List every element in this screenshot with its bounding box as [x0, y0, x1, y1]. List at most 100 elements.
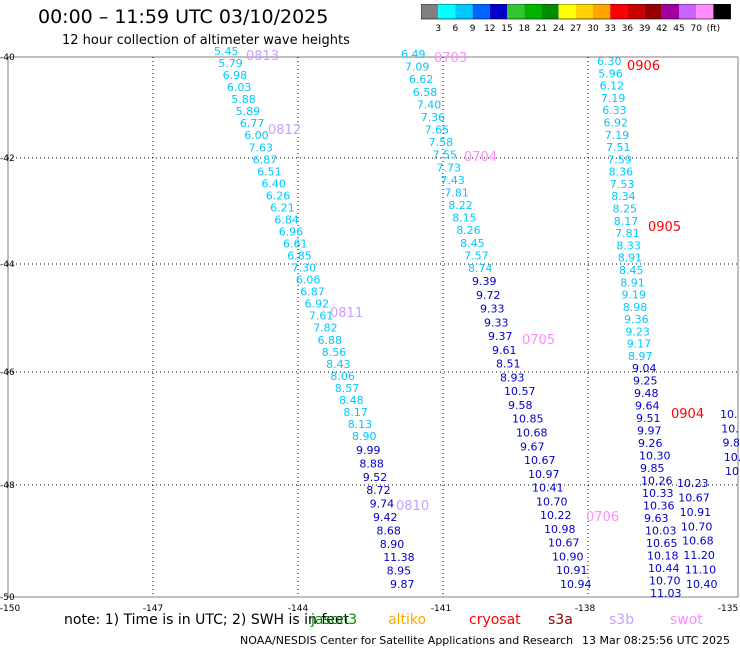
- scale-label: 12: [484, 24, 495, 34]
- scale-label: 9: [470, 24, 476, 34]
- mission-swot: swot: [670, 612, 703, 628]
- x-tick-label: -135: [718, 604, 738, 614]
- mission-cryosat: cryosat: [469, 612, 521, 628]
- time-label: 0813: [246, 49, 279, 64]
- swh-value: 11.10: [685, 564, 717, 577]
- swh-value: 10.90: [552, 551, 584, 564]
- swh-value: 7.59: [607, 153, 632, 166]
- swh-value: 8.25: [613, 203, 638, 216]
- color-scale-legend: 3 6 9 12 15 18 21 24 27 30 33 36 39 42 45 70 (ft): [421, 4, 731, 34]
- swh-value: 7.58: [429, 136, 454, 149]
- scale-label: 3: [435, 24, 441, 34]
- swh-value: 6.87: [300, 286, 325, 299]
- swh-value: 8.36: [609, 166, 634, 179]
- swh-value: 9.25: [633, 375, 658, 388]
- swh-value: 7.61: [309, 310, 334, 323]
- swh-value: 10.98: [544, 523, 576, 536]
- swh-value: 9.52: [363, 471, 388, 484]
- swh-value: 9.8: [723, 437, 740, 450]
- scale-label: 27: [570, 24, 581, 34]
- x-tick-label: -138: [575, 604, 596, 614]
- y-tick-label: -50: [0, 593, 15, 603]
- scale-label: 36: [622, 24, 634, 34]
- scale-swatch: [541, 4, 559, 19]
- swh-value: 8.45: [619, 264, 644, 277]
- swh-value: 8.90: [352, 430, 377, 443]
- swh-value: 6.21: [270, 201, 295, 214]
- swh-value: 9.23: [625, 325, 650, 338]
- mission-jason3: jason3: [311, 612, 358, 628]
- swh-value: 11.20: [683, 549, 715, 562]
- swh-value: 6.88: [318, 334, 343, 347]
- scale-swatch: [524, 4, 542, 19]
- swh-value: 8.17: [343, 406, 368, 419]
- swh-value: 9.26: [638, 437, 663, 450]
- swh-value: 9.58: [508, 399, 533, 412]
- x-tick-label: -150: [0, 604, 20, 614]
- swh-value: 10.30: [639, 450, 671, 463]
- swh-value: 8.95: [387, 565, 412, 578]
- swh-value: 5.89: [236, 105, 261, 118]
- swh-value: 6.30: [597, 55, 622, 68]
- swh-value: 6.87: [253, 153, 277, 166]
- swh-value: 6.03: [227, 81, 252, 94]
- swh-value: 10.70: [681, 520, 713, 533]
- swh-value: 5.96: [598, 67, 623, 80]
- swh-value: 7.40: [417, 98, 442, 111]
- swh-value: 9.72: [476, 289, 501, 302]
- time-label: 0904: [671, 407, 704, 422]
- swh-value: 9.99: [356, 444, 381, 457]
- swh-value: 8.97: [628, 350, 653, 363]
- time-label: 0905: [648, 220, 681, 235]
- swh-value: 8.72: [366, 484, 391, 497]
- swh-value: 6.96: [279, 226, 304, 239]
- y-tick-label: -40: [0, 53, 15, 63]
- swh-value: 7.43: [440, 174, 465, 187]
- scale-label: 39: [639, 24, 651, 34]
- scale-label: 70: [690, 24, 702, 34]
- swh-value: 7.65: [425, 124, 450, 137]
- swh-value: 10.67: [678, 491, 710, 504]
- swh-value: 8.15: [452, 212, 477, 225]
- swh-value: 7.63: [249, 141, 274, 154]
- swh-value: 11.38: [383, 551, 415, 564]
- swh-value: 8.90: [380, 538, 405, 551]
- swh-value: 9.42: [373, 511, 398, 524]
- time-label: 0810: [396, 499, 429, 514]
- time-label: 0704: [464, 150, 497, 165]
- swh-value: 11.03: [650, 587, 682, 600]
- swh-value: 5.79: [218, 57, 243, 70]
- swh-value: 8.91: [620, 276, 645, 289]
- scale-label: (ft): [707, 24, 721, 34]
- swh-value: 7.30: [292, 262, 317, 275]
- scale-swatch: [593, 4, 611, 19]
- swh-value: 5.88: [231, 93, 256, 106]
- swh-value: 10.: [721, 422, 739, 435]
- swh-value: 9.33: [484, 316, 509, 329]
- scale-label: 42: [656, 24, 667, 34]
- scale-swatch: [713, 4, 731, 19]
- map-frame: [7, 56, 739, 598]
- swh-value: 8.88: [359, 457, 384, 470]
- swh-value: 6.84: [274, 213, 299, 226]
- scale-swatch: [610, 4, 628, 19]
- swh-value: 8.68: [376, 524, 401, 537]
- swh-value: 10.33: [642, 487, 674, 500]
- swh-value: 8.06: [330, 370, 355, 383]
- y-tick-label: -44: [0, 260, 15, 270]
- swh-value: 8.56: [322, 346, 347, 359]
- swh-value: 7.82: [313, 322, 338, 335]
- swh-value: 8.26: [456, 224, 481, 237]
- time-label: 0906: [627, 59, 660, 74]
- swh-value: 10.65: [646, 537, 678, 550]
- swh-value: 7.19: [601, 92, 626, 105]
- swh-value: 9.87: [390, 578, 415, 591]
- scale-swatch: [489, 4, 507, 19]
- scale-swatch: [421, 4, 439, 19]
- scale-swatch: [507, 4, 525, 19]
- time-label: 0705: [522, 333, 555, 348]
- swh-value: 10.68: [516, 427, 548, 440]
- scale-swatch: [455, 4, 473, 19]
- swh-value: 6.77: [240, 117, 265, 130]
